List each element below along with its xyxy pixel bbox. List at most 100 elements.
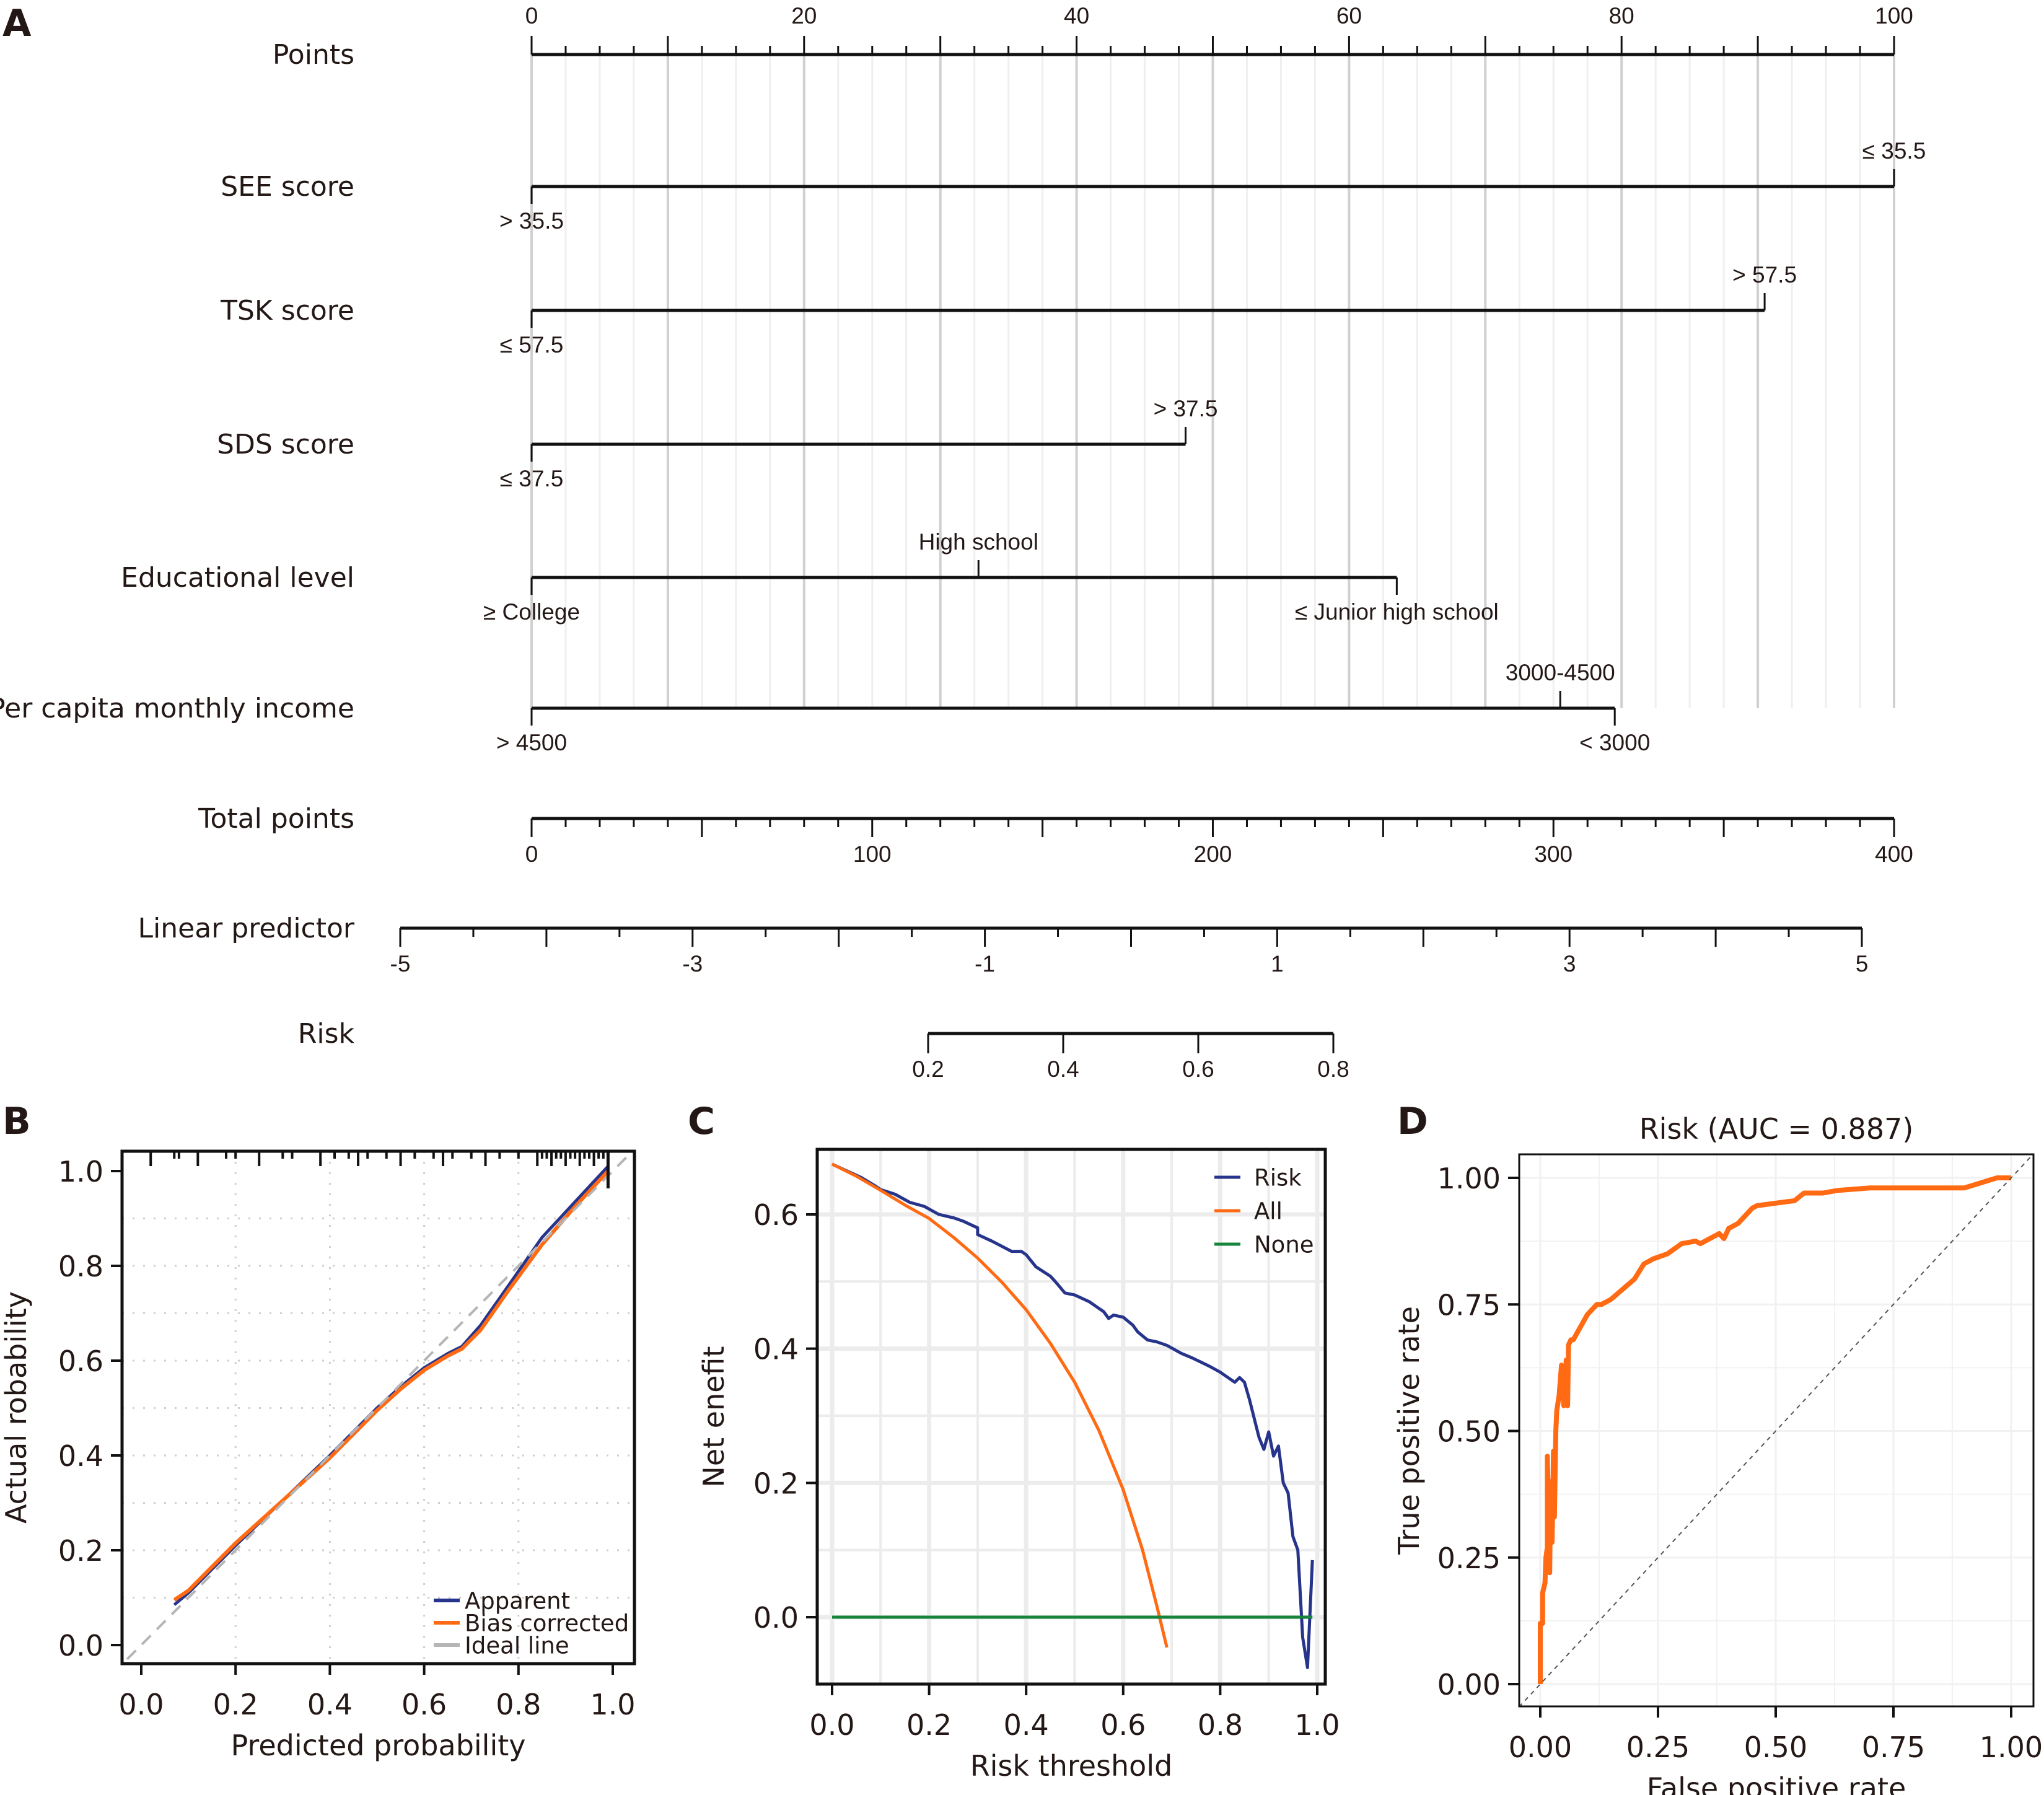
legend-label: Ideal line <box>465 1632 569 1659</box>
y-tick-label: 0.6 <box>58 1345 103 1378</box>
x-tick-label: 0.2 <box>906 1708 952 1742</box>
axis-tick-label: -5 <box>390 951 411 976</box>
x-tick-label: 0.6 <box>1100 1708 1146 1742</box>
x-tick-label: 1.00 <box>1980 1731 2043 1764</box>
row-label: Total points <box>198 803 354 835</box>
axis-tick-label: 20 <box>791 3 817 29</box>
x-axis-title: False positive rate <box>1647 1771 1906 1795</box>
x-tick-label: 0.50 <box>1744 1731 1807 1764</box>
x-tick-label: 0.8 <box>496 1688 541 1721</box>
y-tick-label: 0.4 <box>753 1333 799 1366</box>
y-tick-label: 0.25 <box>1437 1542 1501 1575</box>
axis-tick-label: 0 <box>525 841 538 867</box>
axis-tick-label: 1 <box>1271 951 1284 976</box>
x-tick-label: 1.0 <box>1294 1708 1340 1742</box>
x-tick-label: 0.25 <box>1626 1731 1690 1764</box>
row-label: Points <box>273 39 354 71</box>
y-tick-label: 0.0 <box>753 1601 799 1635</box>
panel-letter-d: D <box>1397 1100 1428 1143</box>
axis-tick-label: 0 <box>525 3 538 29</box>
y-tick-label: 0.2 <box>753 1467 799 1500</box>
x-tick-label: 0.4 <box>307 1688 353 1721</box>
series-all <box>831 1162 1169 1648</box>
y-axis-title: Actual robability <box>0 1291 33 1524</box>
series-bias-corrected <box>173 1169 610 1602</box>
row-label: Risk <box>298 1018 355 1050</box>
legend-label: Apparent <box>465 1587 570 1614</box>
axis-tick-label: 0.4 <box>1047 1056 1079 1082</box>
y-tick-label: 0.4 <box>58 1439 103 1473</box>
series-reference <box>1519 1154 2033 1708</box>
row-label: Linear predictor <box>138 913 355 944</box>
plot-frame <box>120 1149 636 1666</box>
axis-tick-label: 400 <box>1875 841 1913 867</box>
axis-tick-label: 0.6 <box>1182 1056 1214 1082</box>
axis-tick-label: 300 <box>1534 841 1572 867</box>
y-axis-title: True positive rate <box>1392 1306 1426 1555</box>
y-tick-label: 0.50 <box>1437 1415 1501 1449</box>
row-label: Per capita monthly income <box>0 693 354 724</box>
x-tick-label: 0.75 <box>1862 1731 1925 1764</box>
series-risk <box>831 1162 1314 1669</box>
plot-frame <box>815 1148 1327 1686</box>
level-label: ≥ College <box>483 599 580 625</box>
row-label: SEE score <box>221 171 354 203</box>
x-tick-label: 0.4 <box>1004 1708 1049 1742</box>
y-tick-label: 1.00 <box>1437 1162 1501 1195</box>
nomogram-panel: Points 0 20 40 60 80 100 SEE score > 35.5 ≤ 35.5 T… <box>0 3 1926 1082</box>
panel-letter-c: C <box>688 1100 715 1143</box>
level-label: High school <box>919 529 1038 555</box>
row-label: TSK score <box>220 295 354 327</box>
level-label: > 4500 <box>496 730 567 755</box>
series-ideal-line <box>126 1156 628 1661</box>
legend-label: None <box>1254 1231 1314 1258</box>
y-tick-label: 0.2 <box>58 1534 103 1568</box>
level-label: ≤ 37.5 <box>500 466 564 491</box>
legend-label: All <box>1254 1198 1283 1224</box>
axis-tick-label: 3 <box>1563 951 1576 976</box>
y-tick-label: 0.00 <box>1437 1668 1501 1701</box>
level-label: > 35.5 <box>499 208 564 234</box>
legend-label: Risk <box>1254 1164 1302 1191</box>
axis-tick-label: 200 <box>1194 841 1232 867</box>
axis-tick-label: 80 <box>1609 3 1634 29</box>
level-label: ≤ 35.5 <box>1862 138 1926 164</box>
axis-tick-label: 40 <box>1064 3 1089 29</box>
y-axis-title: Net enefit <box>697 1346 730 1487</box>
y-tick-label: 0.6 <box>753 1198 799 1232</box>
level-label: > 57.5 <box>1732 262 1797 287</box>
panel-letter-a: A <box>2 2 32 45</box>
x-tick-label: 0.2 <box>213 1688 258 1721</box>
x-tick-label: 0.00 <box>1509 1731 1572 1764</box>
roc-panel: 0.00 0.25 0.50 0.75 1.00 0.00 0.25 0.50 0.75 1.00… <box>1392 1112 2043 1795</box>
x-axis-title: Predicted probability <box>231 1729 526 1762</box>
x-tick-label: 0.8 <box>1198 1708 1243 1742</box>
panel-letter-b: B <box>2 1100 31 1143</box>
axis-tick-label: -3 <box>682 951 703 976</box>
axis-tick-label: -1 <box>975 951 995 976</box>
plot-title: Risk (AUC = 0.887) <box>1639 1112 1914 1146</box>
y-tick-label: 0.0 <box>58 1629 103 1662</box>
level-label: ≤ 57.5 <box>500 332 564 358</box>
x-tick-label: 0.0 <box>809 1708 854 1742</box>
legend-label: Bias corrected <box>465 1610 629 1636</box>
x-axis-title: Risk threshold <box>970 1749 1173 1783</box>
axis-tick-label: 100 <box>1875 3 1913 29</box>
x-tick-label: 1.0 <box>590 1688 635 1721</box>
y-tick-label: 1.0 <box>58 1155 103 1188</box>
axis-tick-label: 60 <box>1336 3 1362 29</box>
axis-tick-label: 0.8 <box>1317 1056 1349 1082</box>
level-label: > 37.5 <box>1154 396 1218 421</box>
y-tick-label: 0.75 <box>1437 1288 1501 1322</box>
decision-curve-panel: 0.0 0.2 0.4 0.6 0.8 1.0 0.0 0.2 0.4 0.6 Risk thres… <box>697 1148 1340 1783</box>
row-label: Educational level <box>121 562 354 594</box>
axis-tick-label: 0.2 <box>912 1056 944 1082</box>
y-tick-label: 0.8 <box>58 1250 103 1283</box>
x-tick-label: 0.0 <box>118 1688 164 1721</box>
calibration-panel: 0.0 0.2 0.4 0.6 0.8 1.0 0.0 0.2 0.4 0.6 0.8 1.0 Pred… <box>0 1149 636 1762</box>
level-label: < 3000 <box>1579 730 1650 755</box>
level-label: ≤ Junior high school <box>1295 599 1499 625</box>
level-label: 3000-4500 <box>1506 660 1615 685</box>
x-tick-label: 0.6 <box>401 1688 447 1721</box>
